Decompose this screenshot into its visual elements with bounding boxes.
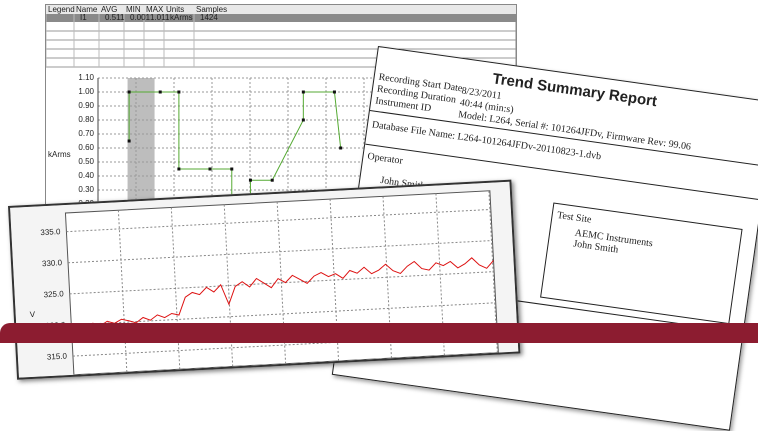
- y-tick-label: 0.60: [78, 143, 94, 152]
- grid-line: [66, 208, 491, 233]
- marker: [127, 139, 131, 143]
- table-cell: 0.001: [130, 13, 151, 22]
- report-title: Trend Summary Report: [491, 70, 658, 110]
- v-grid-line: [117, 210, 128, 373]
- y-tick-label: 1.00: [78, 87, 94, 96]
- divider: [369, 110, 758, 167]
- table-header-cell: MIN: [126, 5, 141, 14]
- y-tick-label: 325.0: [43, 289, 64, 299]
- marker: [208, 167, 212, 171]
- table-header-cell: AVG: [101, 5, 117, 14]
- y-tick-label: 1.10: [78, 73, 94, 82]
- y-tick-label: 335.0: [40, 227, 61, 237]
- table-header-cell: Legend: [48, 5, 75, 14]
- v-grid-line: [488, 190, 498, 353]
- table-cell: 0.511: [105, 13, 125, 22]
- marker: [127, 90, 131, 94]
- table-header-cell: Name: [76, 5, 98, 14]
- marker: [301, 90, 305, 94]
- marker: [177, 90, 181, 94]
- marker: [248, 178, 252, 182]
- y-tick-label: 0.80: [78, 115, 94, 124]
- marker: [301, 118, 305, 122]
- data-line: [71, 257, 494, 330]
- table-row: [46, 14, 516, 22]
- v-grid-line: [329, 199, 340, 361]
- marker: [332, 90, 336, 94]
- v-grid-line: [435, 193, 445, 356]
- y-tick-label: 330.0: [42, 258, 63, 268]
- v-grid-line: [276, 201, 287, 364]
- table-cell: 1.011: [150, 13, 170, 22]
- table-cell: kArms: [170, 13, 193, 22]
- y-tick-label: 0.30: [78, 185, 94, 194]
- marker: [230, 167, 234, 171]
- box: [540, 202, 743, 325]
- marker: [177, 167, 181, 171]
- y-tick-label: 0.70: [78, 129, 94, 138]
- table-cell: I1: [80, 13, 87, 22]
- marker: [270, 178, 274, 182]
- v-grid-line: [382, 196, 392, 359]
- operator-label: Operator: [367, 151, 404, 167]
- table-header-cell: Units: [166, 5, 184, 14]
- marker: [339, 146, 343, 150]
- v-grid-line: [170, 207, 181, 370]
- v-grid-line: [223, 204, 234, 367]
- y-axis-label: V: [29, 310, 35, 319]
- y-axis-label: kArms: [48, 150, 71, 159]
- report-panel: Trend Summary Report Recording Start Dat…: [331, 46, 758, 431]
- table-cell: 1424: [200, 13, 218, 22]
- footer-bar: [0, 323, 758, 343]
- table-header-cell: Samples: [196, 5, 227, 14]
- table-header-cell: MAX: [146, 5, 164, 14]
- y-tick-label: 0.40: [78, 171, 94, 180]
- table-header: [46, 5, 516, 14]
- y-tick-label: 315.0: [47, 352, 68, 362]
- y-tick-label: 0.50: [78, 157, 94, 166]
- page: Legend Name AVG MIN MAX Units Samples I1 0.511 0.…: [0, 4, 758, 431]
- field-value: 8/23/2011: [461, 85, 502, 101]
- y-tick-label: 0.90: [78, 101, 94, 110]
- marker: [158, 90, 162, 94]
- divider: [365, 143, 758, 201]
- site-label: Test Site: [556, 210, 592, 226]
- report: Trend Summary Report Recording Start Dat…: [346, 70, 758, 334]
